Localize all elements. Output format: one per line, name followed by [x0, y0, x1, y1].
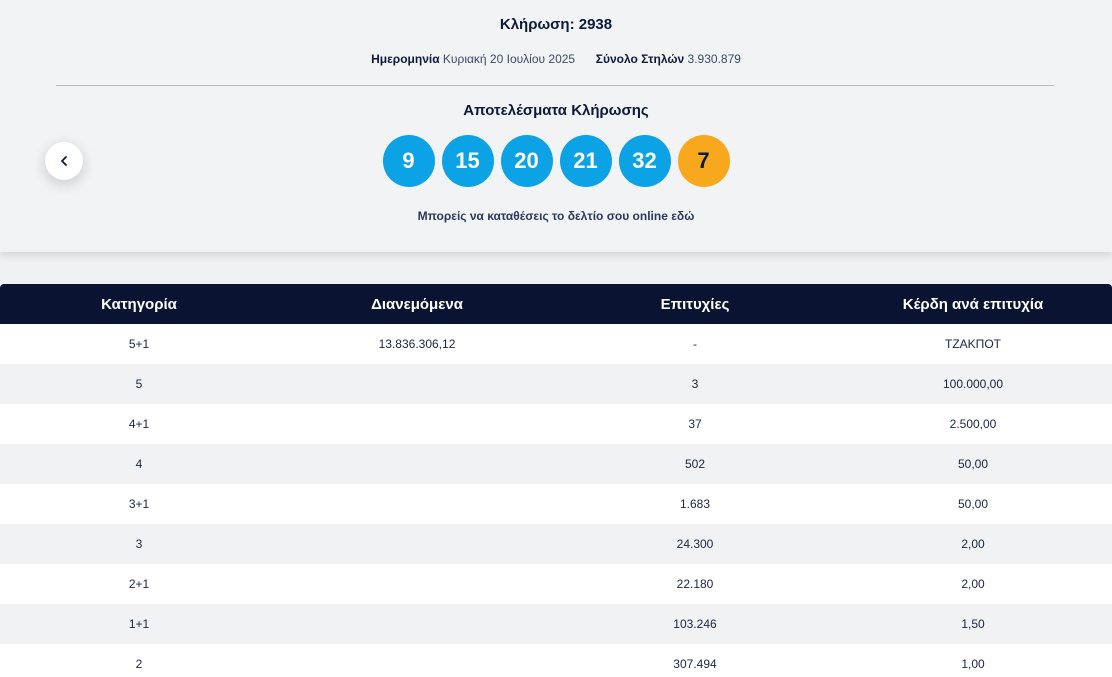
- table-row: 4+1 37 2.500,00: [0, 404, 1112, 444]
- cell-category: 2+1: [0, 564, 278, 604]
- draw-meta: Ημερομηνία Κυριακή 20 Ιουλίου 2025 Σύνολ…: [0, 52, 1112, 66]
- winning-number: 15: [441, 135, 494, 187]
- cell-distributed: [278, 404, 556, 444]
- column-header-distributed: Διανεμόμενα: [278, 284, 556, 324]
- cell-winners: 1.683: [556, 484, 834, 524]
- cell-winners: 103.246: [556, 604, 834, 644]
- results-title: Αποτελέσματα Κλήρωσης: [463, 102, 649, 119]
- winning-number: 20: [500, 135, 553, 187]
- winning-number: 32: [618, 135, 671, 187]
- cell-prize: 1,50: [834, 604, 1112, 644]
- cell-prize: 2,00: [834, 564, 1112, 604]
- cell-distributed: [278, 564, 556, 604]
- cell-distributed: [278, 484, 556, 524]
- cell-category: 1+1: [0, 604, 278, 644]
- cell-distributed: [278, 604, 556, 644]
- column-header-prize: Κέρδη ανά επιτυχία: [834, 284, 1112, 324]
- cell-prize: 50,00: [834, 444, 1112, 484]
- cell-category: 3: [0, 524, 278, 564]
- cell-winners: 22.180: [556, 564, 834, 604]
- online-bet-link-row: Μπορείς να καταθέσεις το δελτίο σου onli…: [0, 209, 1112, 223]
- cell-category: 5+1: [0, 324, 278, 364]
- draw-title: Κλήρωση: 2938: [499, 16, 613, 33]
- previous-draw-button[interactable]: [45, 142, 83, 180]
- divider: [56, 85, 1054, 86]
- cell-distributed: [278, 524, 556, 564]
- columns-value: 3.930.879: [687, 52, 741, 66]
- cell-winners: 3: [556, 364, 834, 404]
- table-row: 3+1 1.683 50,00: [0, 484, 1112, 524]
- cell-prize: 50,00: [834, 484, 1112, 524]
- table-row: 1+1 103.246 1,50: [0, 604, 1112, 644]
- prize-table: Κατηγορία Διανεμόμενα Επιτυχίες Κέρδη αν…: [0, 284, 1112, 677]
- table-row: 2+1 22.180 2,00: [0, 564, 1112, 604]
- online-bet-link[interactable]: Μπορείς να καταθέσεις το δελτίο σου onli…: [417, 209, 695, 223]
- cell-distributed: 13.836.306,12: [278, 324, 556, 364]
- bonus-number: 7: [677, 135, 730, 187]
- cell-category: 2: [0, 644, 278, 677]
- cell-category: 4+1: [0, 404, 278, 444]
- cell-prize: ΤΖΑΚΠΟΤ: [834, 324, 1112, 364]
- cell-winners: 502: [556, 444, 834, 484]
- winning-number: 21: [559, 135, 612, 187]
- date-value: Κυριακή 20 Ιουλίου 2025: [442, 52, 576, 66]
- cell-distributed: [278, 644, 556, 677]
- cell-distributed: [278, 364, 556, 404]
- table-row: 5 3 100.000,00: [0, 364, 1112, 404]
- cell-category: 4: [0, 444, 278, 484]
- chevron-left-icon: [61, 156, 67, 166]
- cell-winners: 37: [556, 404, 834, 444]
- winning-number: 9: [382, 135, 435, 187]
- table-header-row: Κατηγορία Διανεμόμενα Επιτυχίες Κέρδη αν…: [0, 284, 1112, 324]
- cell-winners: -: [556, 324, 834, 364]
- cell-prize: 2,00: [834, 524, 1112, 564]
- cell-winners: 307.494: [556, 644, 834, 677]
- cell-distributed: [278, 444, 556, 484]
- table-row: 5+1 13.836.306,12 - ΤΖΑΚΠΟΤ: [0, 324, 1112, 364]
- columns-label: Σύνολο Στηλών: [595, 52, 685, 66]
- cell-prize: 2.500,00: [834, 404, 1112, 444]
- draw-card: Κλήρωση: 2938 Ημερομηνία Κυριακή 20 Ιουλ…: [0, 0, 1112, 252]
- cell-prize: 100.000,00: [834, 364, 1112, 404]
- cell-prize: 1,00: [834, 644, 1112, 677]
- table-row: 4 502 50,00: [0, 444, 1112, 484]
- column-header-winners: Επιτυχίες: [556, 284, 834, 324]
- table-row: 3 24.300 2,00: [0, 524, 1112, 564]
- date-label: Ημερομηνία: [371, 52, 440, 66]
- cell-category: 5: [0, 364, 278, 404]
- cell-category: 3+1: [0, 484, 278, 524]
- table-row: 2 307.494 1,00: [0, 644, 1112, 677]
- cell-winners: 24.300: [556, 524, 834, 564]
- winning-numbers: 9 15 20 21 32 7: [0, 135, 1112, 187]
- column-header-category: Κατηγορία: [0, 284, 278, 324]
